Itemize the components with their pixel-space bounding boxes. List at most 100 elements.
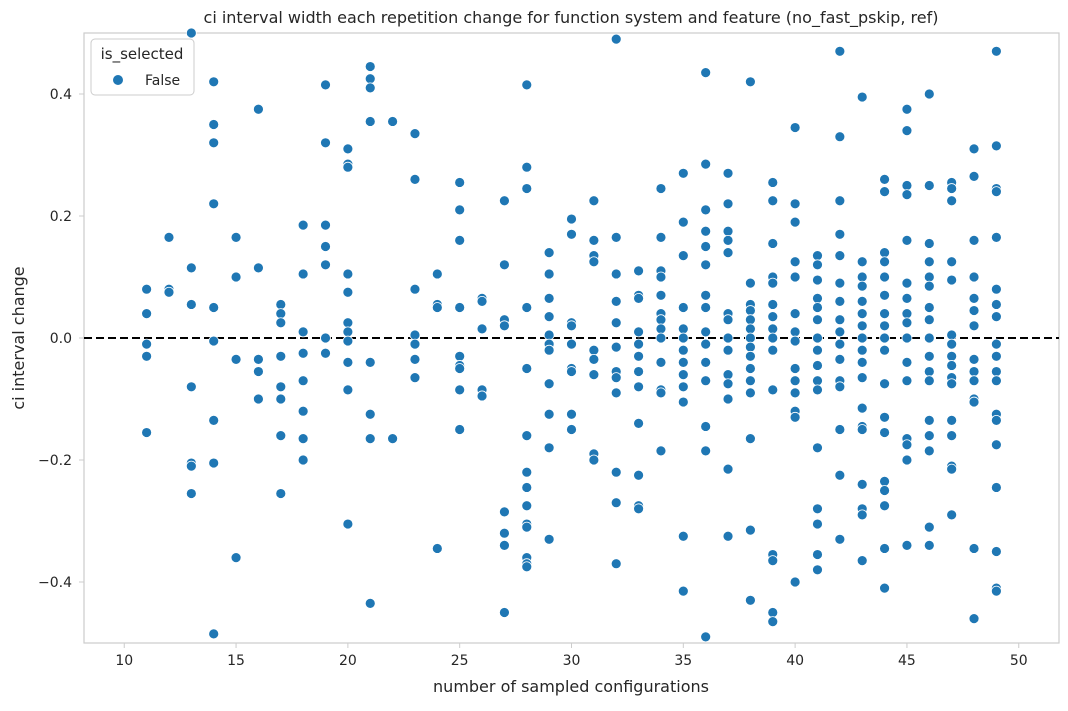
scatter-point <box>297 347 309 359</box>
x-tick-label: 25 <box>451 653 469 669</box>
scatter-point <box>722 393 734 405</box>
scatter-point <box>543 442 555 454</box>
scatter-point <box>163 286 175 298</box>
scatter-point <box>834 338 846 350</box>
scatter-point <box>499 607 510 618</box>
scatter-point <box>700 67 712 79</box>
x-tick-label: 50 <box>1010 653 1028 669</box>
scatter-point <box>521 183 533 194</box>
scatter-point <box>901 189 913 201</box>
scatter-point <box>633 338 644 350</box>
scatter-point <box>230 231 242 243</box>
scatter-point <box>633 326 644 338</box>
scatter-point <box>879 186 890 198</box>
x-axis-label: number of sampled configurations <box>433 677 709 696</box>
chart-title: ci interval width each repetition change… <box>204 8 939 28</box>
scatter-point <box>968 613 980 624</box>
scatter-point <box>767 555 779 567</box>
scatter-point <box>968 543 980 554</box>
y-tick-label: −0.4 <box>38 575 72 591</box>
scatter-point <box>253 103 264 115</box>
scatter-point <box>521 482 533 493</box>
scatter-point <box>610 372 622 384</box>
scatter-point <box>879 427 890 438</box>
scatter-point <box>901 375 913 387</box>
scatter-point <box>409 173 421 185</box>
scatter-point <box>297 326 309 338</box>
scatter-point <box>744 363 756 374</box>
scatter-point <box>856 555 868 567</box>
x-tick-label: 35 <box>674 653 692 669</box>
scatter-point <box>499 195 510 207</box>
scatter-point <box>812 274 823 286</box>
scatter-point <box>141 427 153 438</box>
scatter-point <box>923 280 935 292</box>
scatter-point <box>856 332 868 344</box>
y-tick-label: 0.4 <box>50 87 72 103</box>
scatter-point <box>767 177 779 188</box>
scatter-point <box>923 375 935 387</box>
scatter-point <box>700 302 712 313</box>
scatter-point <box>990 186 1002 198</box>
legend-marker-false <box>113 75 123 85</box>
scatter-point <box>901 439 913 451</box>
scatter-point <box>230 271 242 283</box>
scatter-point <box>990 439 1002 451</box>
scatter-point <box>677 216 689 228</box>
scatter-point <box>364 597 376 609</box>
scatter-point <box>968 271 980 283</box>
scatter-point <box>923 256 935 268</box>
scatter-point <box>633 381 644 393</box>
scatter-point <box>856 356 868 368</box>
scatter-point <box>566 320 577 332</box>
scatter-point <box>655 445 667 457</box>
scatter-point <box>879 332 890 344</box>
scatter-point <box>722 530 734 542</box>
scatter-point <box>923 332 935 344</box>
scatter-point <box>789 387 801 399</box>
scatter-point <box>521 500 533 512</box>
scatter-point <box>700 241 712 252</box>
scatter-point <box>610 317 622 329</box>
legend-title: is_selected <box>101 45 184 64</box>
scatter-point <box>856 308 868 320</box>
scatter-point <box>968 320 980 332</box>
scatter-point <box>946 195 958 207</box>
scatter-point <box>722 378 734 390</box>
scatter-point <box>812 302 823 313</box>
scatter-point <box>789 326 801 338</box>
scatter-point <box>722 225 734 237</box>
scatter-point <box>901 356 913 368</box>
scatter-point <box>812 360 823 371</box>
scatter-point <box>923 180 935 191</box>
scatter-point <box>722 332 734 344</box>
scatter-point <box>879 344 890 356</box>
scatter-point <box>185 262 197 274</box>
x-tick-label: 15 <box>227 653 245 669</box>
scatter-point <box>454 424 466 435</box>
scatter-point <box>364 408 376 420</box>
scatter-point <box>744 387 756 399</box>
scatter-point <box>543 378 555 390</box>
x-tick-label: 10 <box>115 653 133 669</box>
scatter-point <box>521 430 533 442</box>
scatter-point <box>744 350 756 362</box>
scatter-point <box>610 558 622 570</box>
scatter-point <box>521 302 533 313</box>
scatter-point <box>655 314 667 326</box>
scatter-point <box>342 143 354 155</box>
scatter-point <box>767 607 779 618</box>
scatter-point <box>320 259 331 271</box>
scatter-point <box>141 350 153 362</box>
scatter-point <box>722 369 734 381</box>
scatter-point <box>677 356 689 368</box>
scatter-point <box>968 234 980 246</box>
scatter-point <box>431 268 443 280</box>
scatter-point <box>633 350 644 362</box>
scatter-point <box>610 341 622 353</box>
scatter-point <box>521 466 533 478</box>
scatter-point <box>297 219 309 231</box>
scatter-point <box>588 195 600 207</box>
scatter-point <box>722 463 734 475</box>
